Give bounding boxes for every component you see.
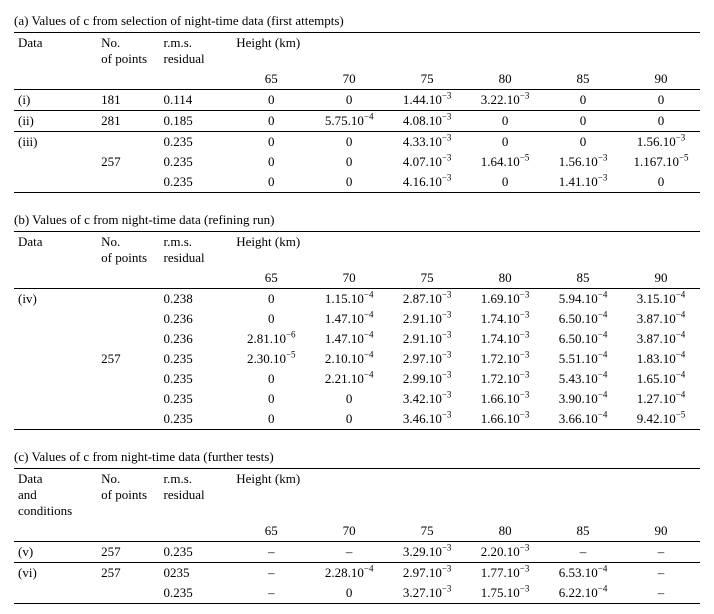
h-65: 65 bbox=[232, 69, 310, 90]
h-80: 80 bbox=[466, 69, 544, 90]
table-row: 257 0.235 0 0 4.07.10−3 1.64.10−5 1.56.1… bbox=[14, 152, 700, 172]
table-row: (iii) 0.235 0 0 4.33.10−3 0 0 1.56.10−3 bbox=[14, 132, 700, 153]
row-label: (i) bbox=[14, 90, 97, 111]
table-row: 0.235 0 0 3.42.10−3 1.66.10−3 3.90.10−4 … bbox=[14, 389, 700, 409]
hdr-height: Height (km) bbox=[232, 33, 700, 69]
table-row: 257 0.235 2.30.10−5 2.10.10−4 2.97.10−3 … bbox=[14, 349, 700, 369]
table-a-header-row1: Data No.of points r.m.s. residual Height… bbox=[14, 33, 700, 69]
row-rms: 0.114 bbox=[160, 90, 233, 111]
hdr-data: Data bbox=[14, 33, 97, 69]
table-row: 0.236 0 1.47.10−4 2.91.10−3 1.74.10−3 6.… bbox=[14, 309, 700, 329]
table-row: (v) 257 0.235 – – 3.29.10−3 2.20.10−3 – … bbox=[14, 542, 700, 563]
table-row: (vi) 257 0235 – 2.28.10−4 2.97.10−3 1.77… bbox=[14, 563, 700, 584]
table-a: Data No.of points r.m.s. residual Height… bbox=[14, 33, 700, 193]
table-row: 0.235 0 0 4.16.10−3 0 1.41.10−3 0 bbox=[14, 172, 700, 193]
table-row: 0.235 0 2.21.10−4 2.99.10−3 1.72.10−3 5.… bbox=[14, 369, 700, 389]
table-a-heights-row: 65 70 75 80 85 90 bbox=[14, 69, 700, 90]
h-90: 90 bbox=[622, 69, 700, 90]
hdr-rms: r.m.s. residual bbox=[160, 33, 233, 69]
h-85: 85 bbox=[544, 69, 622, 90]
table-row: 0.235 – 0 3.27.10−3 1.75.10−3 6.22.10−4 … bbox=[14, 583, 700, 604]
table-row: (i) 181 0.114 0 0 1.44.10−3 3.22.10−3 0 … bbox=[14, 90, 700, 111]
table-row: 0.236 2.81.10−6 1.47.10−4 2.91.10−3 1.74… bbox=[14, 329, 700, 349]
h-70: 70 bbox=[310, 69, 388, 90]
table-row: (ii) 281 0.185 0 5.75.10−4 4.08.10−3 0 0… bbox=[14, 111, 700, 132]
section-b-title: (b) Values of c from night-time data (re… bbox=[14, 209, 700, 232]
table-c: Dataand conditions No.of points r.m.s. r… bbox=[14, 469, 700, 604]
hdr-points: No.of points bbox=[97, 33, 159, 69]
row-pts: 181 bbox=[97, 90, 159, 111]
table-row: 0.235 0 0 3.46.10−3 1.66.10−3 3.66.10−4 … bbox=[14, 409, 700, 430]
table-b: Data No.of points r.m.s. residual Height… bbox=[14, 232, 700, 430]
table-row: (iv) 0.238 0 1.15.10−4 2.87.10−3 1.69.10… bbox=[14, 289, 700, 310]
section-c-title: (c) Values of c from night-time data (fu… bbox=[14, 446, 700, 469]
section-a-title: (a) Values of c from selection of night-… bbox=[14, 10, 700, 33]
h-75: 75 bbox=[388, 69, 466, 90]
